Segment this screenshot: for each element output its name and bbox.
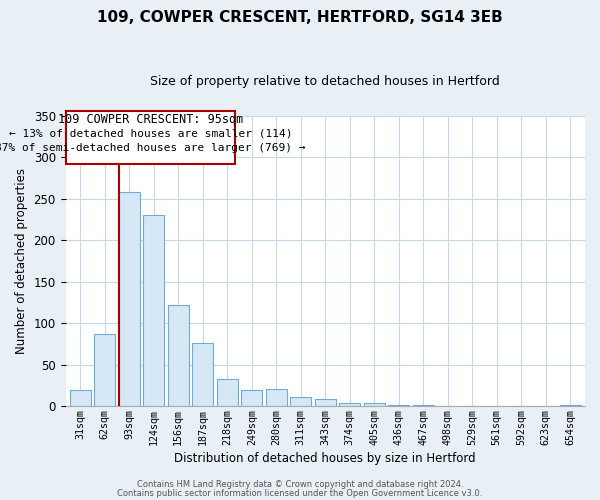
Bar — [388, 404, 409, 406]
Bar — [217, 379, 238, 406]
Text: 87% of semi-detached houses are larger (769) →: 87% of semi-detached houses are larger (… — [0, 143, 305, 153]
Bar — [560, 404, 581, 406]
Bar — [70, 390, 91, 406]
Text: Contains HM Land Registry data © Crown copyright and database right 2024.: Contains HM Land Registry data © Crown c… — [137, 480, 463, 489]
Bar — [143, 215, 164, 406]
Text: 109, COWPER CRESCENT, HERTFORD, SG14 3EB: 109, COWPER CRESCENT, HERTFORD, SG14 3EB — [97, 10, 503, 25]
Bar — [315, 399, 335, 406]
Bar — [340, 403, 360, 406]
Y-axis label: Number of detached properties: Number of detached properties — [15, 168, 28, 354]
FancyBboxPatch shape — [66, 110, 235, 164]
Bar — [266, 389, 287, 406]
Bar — [364, 403, 385, 406]
Bar — [94, 334, 115, 406]
Bar — [168, 305, 188, 406]
Text: 109 COWPER CRESCENT: 95sqm: 109 COWPER CRESCENT: 95sqm — [58, 113, 243, 126]
Bar — [241, 390, 262, 406]
Bar — [193, 343, 213, 406]
Title: Size of property relative to detached houses in Hertford: Size of property relative to detached ho… — [151, 75, 500, 88]
Bar — [290, 397, 311, 406]
Text: Contains public sector information licensed under the Open Government Licence v3: Contains public sector information licen… — [118, 489, 482, 498]
Text: ← 13% of detached houses are smaller (114): ← 13% of detached houses are smaller (11… — [8, 129, 292, 139]
X-axis label: Distribution of detached houses by size in Hertford: Distribution of detached houses by size … — [175, 452, 476, 465]
Bar — [119, 192, 140, 406]
